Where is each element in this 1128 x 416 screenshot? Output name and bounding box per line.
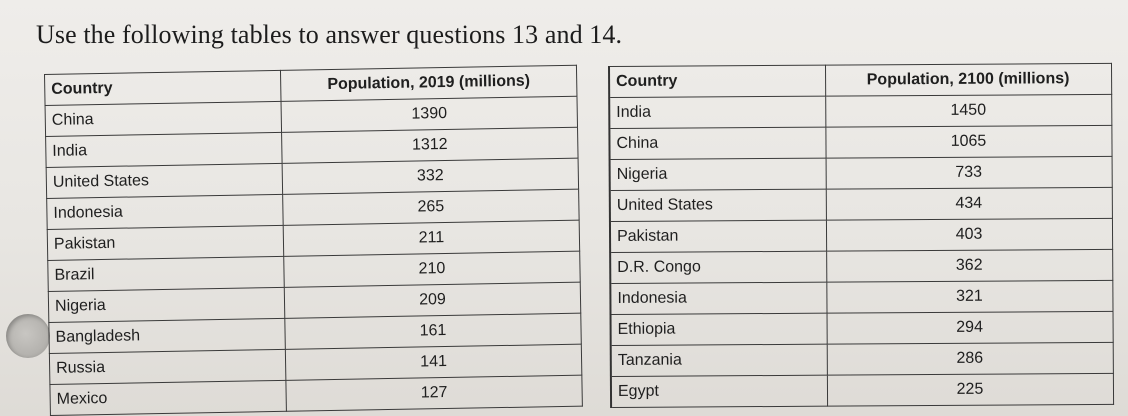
country-cell: Pakistan — [609, 220, 827, 253]
population-cell: 141 — [285, 344, 582, 381]
population-cell: 161 — [284, 313, 582, 350]
table-row: Ethiopia 294 — [610, 311, 1113, 346]
table-row: Indonesia 321 — [610, 280, 1113, 315]
population-cell: 286 — [826, 342, 1113, 376]
population-cell: 1450 — [825, 94, 1112, 128]
header-country: Country — [609, 65, 826, 98]
population-cell: 209 — [284, 282, 581, 319]
country-cell: Nigeria — [48, 287, 285, 323]
country-cell: D.R. Congo — [610, 251, 827, 284]
country-cell: India — [609, 96, 826, 129]
population-cell: 210 — [283, 251, 581, 288]
population-cell: 1065 — [825, 125, 1112, 159]
country-cell: Russia — [49, 349, 286, 385]
country-cell: Brazil — [47, 256, 285, 292]
table-row: United States 434 — [609, 187, 1112, 222]
table-row: Pakistan 403 — [609, 218, 1113, 253]
country-cell: Nigeria — [609, 158, 826, 191]
population-2019-rows: China 1390 India 1312 United States 332 Indone… — [45, 96, 583, 416]
table-row: Nigeria 733 — [609, 156, 1112, 191]
header-population-2100: Population, 2100 (millions) — [824, 63, 1112, 97]
population-2100-rows: India 1450 China 1065 Nigeria 733 United State… — [609, 94, 1114, 408]
country-cell: Egypt — [610, 375, 828, 408]
population-cell: 1312 — [281, 127, 579, 164]
binder-hole — [6, 314, 50, 358]
country-cell: Pakistan — [47, 225, 284, 261]
population-cell: 733 — [825, 156, 1112, 190]
country-cell: China — [609, 127, 826, 160]
population-2100-table: Country Population, 2100 (millions) Indi… — [608, 63, 1114, 408]
population-cell: 362 — [826, 249, 1113, 283]
country-cell: Mexico — [49, 380, 287, 416]
population-cell: 434 — [825, 187, 1112, 221]
country-cell: United States — [46, 163, 283, 199]
population-cell: 294 — [826, 311, 1113, 345]
country-cell: Indonesia — [46, 194, 284, 230]
country-cell: India — [45, 132, 283, 168]
table-row: D.R. Congo 362 — [610, 249, 1113, 284]
population-cell: 211 — [283, 220, 580, 257]
population-cell: 1390 — [281, 96, 578, 133]
population-cell: 321 — [826, 280, 1113, 314]
population-cell: 265 — [282, 189, 580, 226]
country-cell: United States — [609, 189, 826, 222]
population-cell: 403 — [825, 218, 1113, 252]
table-row: China 1065 — [609, 125, 1112, 160]
table-row: Tanzania 286 — [610, 342, 1113, 377]
table-row: Egypt 225 — [610, 373, 1114, 408]
header-country: Country — [44, 70, 282, 106]
population-cell: 332 — [282, 158, 579, 195]
table-row: India 1450 — [609, 94, 1112, 129]
country-cell: Bangladesh — [48, 318, 286, 354]
population-cell: 127 — [285, 375, 583, 412]
population-cell: 225 — [826, 373, 1114, 407]
country-cell: China — [45, 101, 282, 137]
header-population-2019: Population, 2019 (millions) — [280, 65, 577, 102]
country-cell: Indonesia — [610, 282, 827, 315]
country-cell: Tanzania — [610, 344, 827, 377]
country-cell: Ethiopia — [610, 313, 827, 346]
table-header-row: Country Population, 2100 (millions) — [609, 63, 1112, 98]
instructions-heading: Use the following tables to answer quest… — [36, 20, 623, 49]
population-2019-table: Country Population, 2019 (millions) Chin… — [44, 65, 583, 416]
